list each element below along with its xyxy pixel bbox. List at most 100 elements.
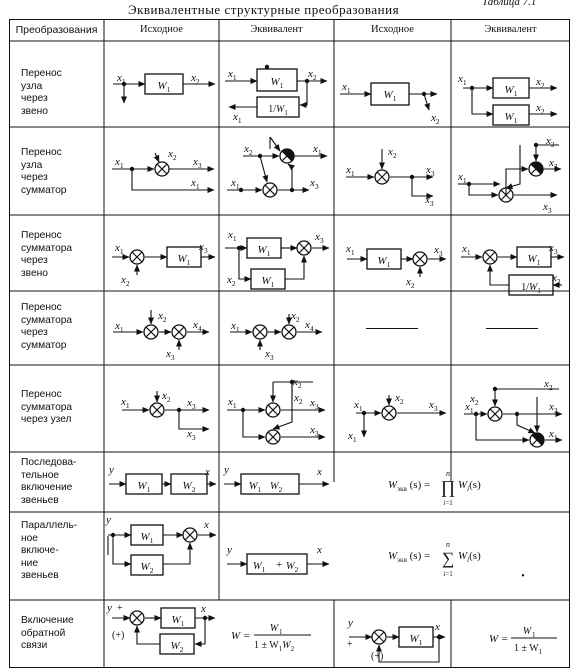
signal-path-16	[299, 81, 308, 108]
summator-inverted-sector-273	[531, 432, 545, 446]
summator-cross-260	[489, 408, 501, 420]
row-label-summator-through-node: Перенос сумматора через узел	[21, 389, 73, 426]
signal-label-226: x1	[227, 396, 237, 410]
signal-label-205: x4	[304, 319, 314, 333]
block-label-294: W1	[249, 481, 262, 494]
signal-path-74	[287, 163, 295, 190]
summator-174	[143, 324, 159, 340]
diagram-text-348: (+)	[112, 630, 124, 641]
signal-label-181: x2	[157, 310, 167, 324]
transfer-block-10	[256, 68, 298, 92]
signal-path-318	[163, 542, 193, 565]
summator-208	[149, 402, 165, 418]
diagram-text-332: +	[117, 603, 123, 614]
block-label-317: W2	[141, 561, 154, 575]
signal-label-290: x	[204, 466, 210, 478]
signal-label-28: x2	[430, 112, 440, 126]
diagram-text-349: W =	[231, 630, 250, 642]
diagram-text-323: +	[276, 559, 282, 571]
signal-label-113: x2	[545, 135, 555, 149]
signal-label-141: x2	[226, 274, 236, 288]
parallel-formula: Wэкв (s) =	[388, 550, 430, 564]
table-grid	[9, 19, 570, 668]
signal-label-281: x2	[469, 393, 479, 407]
row-label-summator-through-link: Перенос сумматора через звено	[21, 230, 73, 279]
signal-path-36	[471, 88, 494, 117]
summator-64	[262, 182, 278, 198]
signal-label-215: x2	[161, 390, 171, 404]
summator-269	[529, 432, 545, 448]
summator-158	[482, 249, 498, 265]
signal-label-277: x1	[548, 428, 558, 442]
signal-label-188: x4	[192, 319, 202, 333]
summator-191	[252, 324, 268, 340]
branch-node-75	[289, 187, 295, 193]
signal-path-114	[505, 145, 521, 190]
row-label-node-through-summator: Перенос узла через сумматор	[21, 147, 67, 196]
signal-label-21: x1	[341, 81, 351, 95]
summator-cross-239	[267, 431, 279, 443]
signal-label-53: x1	[190, 177, 200, 191]
series-formula: Wэкв (s) =	[388, 479, 430, 493]
branch-node-279	[514, 411, 520, 417]
summator-cross-337	[131, 612, 143, 624]
diagram-text-350: W	[270, 623, 280, 634]
block-label-307: W1	[141, 531, 154, 545]
diagram-text-330: •	[521, 571, 525, 582]
signal-label-60: x2	[243, 143, 253, 157]
block-label-324: W2	[286, 561, 299, 574]
block-label-132: W1	[258, 244, 271, 258]
series-formula-tail: Wi(s)	[458, 479, 481, 493]
summator-78	[374, 169, 390, 185]
signal-path-52	[131, 169, 215, 193]
signal-label-106: x3	[542, 201, 552, 215]
summator-cross-81	[376, 171, 388, 183]
signal-label-14: x2	[307, 68, 317, 82]
signal-label-198: x3	[264, 348, 274, 362]
signal-label-231: x2	[292, 376, 302, 390]
block-label-170: 1/W1	[521, 282, 541, 295]
signal-line-70	[259, 155, 269, 183]
signal-label-40: x2	[535, 102, 545, 116]
signal-label-331: y	[106, 602, 112, 614]
signal-path-89	[411, 177, 434, 199]
signal-label-120: x1	[114, 242, 124, 256]
summator-334	[129, 610, 145, 626]
signal-path-173	[487, 264, 509, 286]
summator-cross-118	[131, 251, 143, 263]
summator-41	[154, 161, 170, 177]
signal-path-104	[468, 184, 499, 198]
signal-label-297: x	[316, 466, 322, 478]
header-equivalent-2: Эквивалент	[484, 24, 537, 35]
signal-label-242: x3	[309, 424, 319, 438]
signal-label-127: x3	[198, 241, 208, 255]
empty-cell-dash-original-2	[366, 328, 418, 329]
signal-label-196: x1	[230, 320, 240, 334]
summator-cross-177	[145, 326, 157, 338]
diagram-text-370: 1	[532, 631, 536, 639]
summator-236	[265, 429, 281, 445]
block-label-340: W1	[172, 614, 185, 628]
transfer-block-316	[130, 554, 164, 576]
block-label-285: W1	[138, 480, 151, 494]
signal-label-168: x3	[548, 242, 558, 256]
signal-path-219	[178, 410, 210, 432]
diagram-text-329: i=1	[443, 570, 453, 578]
branch-node-12	[264, 64, 270, 70]
diagram-text-299: ∏	[441, 477, 456, 497]
summator-inverted-sector-58	[281, 148, 295, 162]
transfer-block-37	[492, 104, 530, 126]
signal-label-90: x3	[424, 194, 434, 208]
signal-label-109: x3	[548, 157, 558, 171]
summator-cross-153	[414, 253, 426, 265]
signal-label-353: y	[347, 617, 353, 629]
row-label-series-connection: Последова- тельное включение звеньев	[21, 457, 77, 506]
diagram-text-328: ∑	[442, 549, 454, 568]
summator-115	[129, 249, 145, 265]
block-label-143: W1	[262, 275, 275, 289]
signal-path-77	[269, 136, 281, 152]
header-equivalent-1: Эквивалент	[250, 24, 303, 35]
signal-label-83: x1	[345, 164, 355, 178]
signal-label-220: x3	[186, 428, 196, 442]
